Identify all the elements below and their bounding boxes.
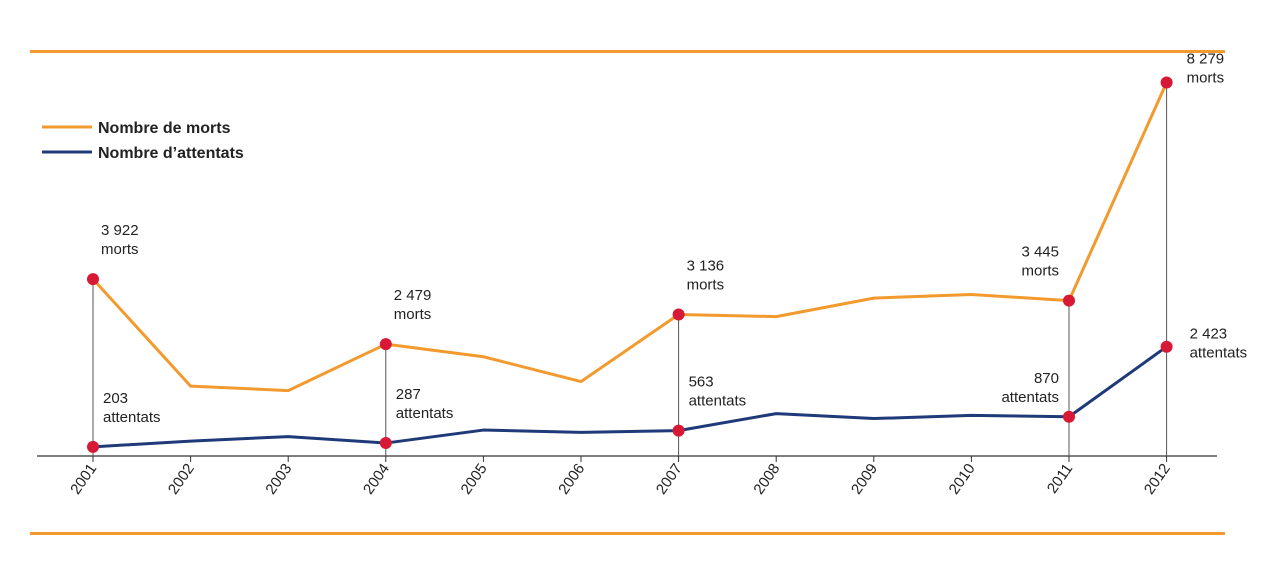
data-label: 3 922 <box>101 222 139 239</box>
data-label: 203 <box>103 390 128 407</box>
data-point-marker <box>379 437 392 450</box>
x-tick-label: 2008 <box>750 461 783 498</box>
data-label: attentats <box>103 409 161 426</box>
data-label: 2 423 <box>1190 326 1228 343</box>
data-label: morts <box>1187 70 1225 87</box>
data-label: attentats <box>689 393 747 410</box>
data-point-marker <box>379 338 392 351</box>
data-point-marker <box>672 424 685 437</box>
data-label: 2 479 <box>394 287 432 304</box>
data-label: 8 279 <box>1187 51 1225 68</box>
data-label: attentats <box>1001 389 1059 406</box>
data-label: morts <box>394 306 432 323</box>
data-point-marker <box>1063 294 1075 307</box>
series-line-attentats <box>91 345 1169 449</box>
x-tick-label: 2001 <box>67 461 100 498</box>
data-point-marker <box>1160 76 1173 89</box>
legend-label: Nombre de morts <box>98 120 231 137</box>
data-label: morts <box>687 277 725 294</box>
legend-label: Nombre d’attentats <box>98 145 244 162</box>
data-label: attentats <box>1190 345 1248 362</box>
data-label: 563 <box>689 374 714 391</box>
x-tick-label: 2012 <box>1141 461 1174 498</box>
data-point-marker <box>1063 410 1075 423</box>
x-tick-label: 2011 <box>1044 461 1076 497</box>
data-point-marker <box>87 273 99 286</box>
x-tick-label: 2003 <box>262 461 295 498</box>
data-label: attentats <box>396 405 454 422</box>
x-tick-label: 2004 <box>360 461 393 498</box>
data-point-marker <box>672 308 685 321</box>
data-label: 3 136 <box>687 258 725 275</box>
data-point-marker <box>87 440 99 453</box>
x-tick-label: 2005 <box>458 461 491 498</box>
data-label: morts <box>1022 263 1060 280</box>
data-label: morts <box>101 241 139 258</box>
x-tick-label: 2010 <box>946 461 979 498</box>
x-tick-label: 2007 <box>653 461 686 498</box>
x-tick-label: 2006 <box>555 461 588 498</box>
top-rule <box>30 50 1225 53</box>
series-line-morts <box>91 81 1169 393</box>
data-label: 287 <box>396 386 421 403</box>
x-tick-label: 2009 <box>848 461 881 498</box>
x-tick-label: 2002 <box>165 461 198 498</box>
data-point-marker <box>1160 340 1173 353</box>
data-label: 3 445 <box>1021 244 1059 261</box>
data-label: 870 <box>1034 370 1059 387</box>
bottom-rule <box>30 532 1225 535</box>
